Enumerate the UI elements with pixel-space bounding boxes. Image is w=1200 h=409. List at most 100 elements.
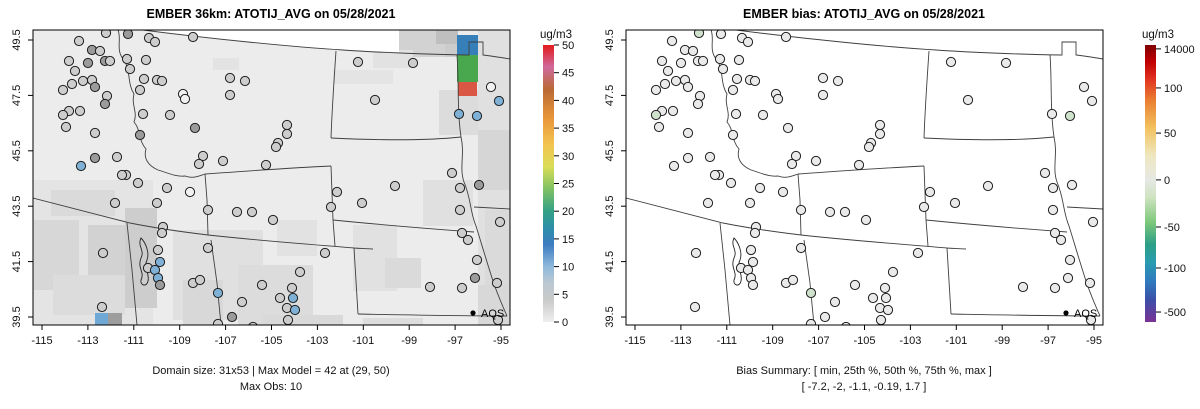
obs-marker xyxy=(289,304,301,316)
colorbar-unit-model: ug/m3 xyxy=(540,29,572,41)
x-tick-label: -101 xyxy=(352,335,374,347)
obs-marker xyxy=(212,287,224,299)
obs-marker xyxy=(161,182,173,194)
obs-marker xyxy=(692,98,704,110)
obs-marker xyxy=(659,78,671,90)
raster-cell xyxy=(333,70,393,84)
obs-marker xyxy=(666,35,678,47)
obs-marker xyxy=(149,36,161,48)
obs-marker xyxy=(1000,57,1012,69)
obs-marker xyxy=(197,150,209,162)
x-tick-label: -111 xyxy=(717,335,737,347)
obs-marker xyxy=(325,201,337,213)
obs-marker xyxy=(650,109,662,121)
obs-marker xyxy=(667,105,679,117)
obs-marker xyxy=(757,109,769,121)
state-border-line xyxy=(207,234,374,250)
obs-marker xyxy=(74,105,86,117)
obs-marker xyxy=(772,93,784,105)
caption-bias-line2: [ -7.2, -2, -1.1, -0.19, 1.7 ] xyxy=(802,381,927,393)
y-tick-label: 47.5 xyxy=(11,85,23,106)
obs-marker xyxy=(745,244,757,256)
obs-marker xyxy=(1064,254,1076,266)
obs-marker xyxy=(1046,108,1058,120)
raster-cell xyxy=(53,275,125,315)
obs-marker xyxy=(494,216,506,228)
obs-marker xyxy=(1039,167,1051,179)
raster-cell xyxy=(373,50,413,68)
obs-marker xyxy=(57,109,69,121)
obs-marker xyxy=(1066,179,1078,191)
obs-marker xyxy=(456,282,468,294)
panel-title-bias: EMBER bias: ATOTIJ_AVG on 05/28/2021 xyxy=(743,7,985,21)
obs-marker xyxy=(256,279,268,291)
obs-marker xyxy=(880,292,892,304)
colorbar-unit-bias: ug/m3 xyxy=(1142,29,1174,41)
state-border-line xyxy=(330,136,462,141)
obs-marker xyxy=(66,78,78,90)
obs-marker xyxy=(670,75,682,87)
obs-marker xyxy=(1086,95,1098,107)
obs-marker xyxy=(675,57,687,69)
obs-marker xyxy=(454,182,466,194)
obs-marker xyxy=(224,72,236,84)
state-border-line xyxy=(946,247,952,315)
obs-marker xyxy=(124,63,136,75)
obs-marker xyxy=(853,159,865,171)
obs-marker xyxy=(94,45,106,57)
obs-marker xyxy=(918,201,930,213)
obs-marker xyxy=(747,279,759,291)
obs-marker xyxy=(389,180,401,192)
colorbar-tick-label: 20 xyxy=(562,206,574,218)
obs-marker xyxy=(462,234,474,246)
colorbar-tick-label: 5 xyxy=(562,289,568,301)
raster-cell xyxy=(436,30,458,44)
obs-marker xyxy=(777,186,789,198)
colorbar-tick-label: 35 xyxy=(562,123,574,135)
state-border-line xyxy=(473,206,510,210)
obs-marker xyxy=(1078,81,1090,93)
obs-marker xyxy=(154,279,166,291)
obs-marker xyxy=(491,277,503,289)
obs-marker xyxy=(202,204,214,216)
aqs-legend-label-bias: AQS xyxy=(1074,308,1097,320)
obs-marker xyxy=(945,56,957,68)
obs-marker xyxy=(849,279,861,291)
obs-marker xyxy=(805,318,817,325)
obs-marker xyxy=(832,75,844,87)
obs-marker xyxy=(787,274,799,286)
obs-marker xyxy=(122,30,134,40)
obs-marker xyxy=(754,182,766,194)
obs-marker xyxy=(829,296,841,308)
obs-marker xyxy=(202,242,214,254)
raster-cell xyxy=(457,55,478,82)
raster-cell xyxy=(363,318,423,325)
obs-marker xyxy=(473,179,485,191)
obs-marker xyxy=(89,127,101,139)
colorbar-tick-label: 50 xyxy=(562,40,574,52)
state-border-line xyxy=(357,313,508,317)
obs-marker xyxy=(236,296,248,308)
obs-marker xyxy=(73,35,85,47)
obs-marker xyxy=(727,84,739,96)
obs-marker xyxy=(471,254,483,266)
caption-bias-line1: Bias Summary: [ min, 25th %, 50th %, 75t… xyxy=(736,365,992,377)
obs-marker xyxy=(824,206,836,218)
obs-marker xyxy=(134,84,146,96)
obs-marker xyxy=(369,94,381,106)
obs-marker xyxy=(874,119,886,131)
obs-marker xyxy=(454,204,466,216)
obs-marker xyxy=(82,57,94,69)
obs-marker xyxy=(1062,272,1074,284)
obs-marker xyxy=(424,281,436,293)
x-tick-label: -111 xyxy=(124,335,144,347)
state-border-line xyxy=(330,50,337,139)
colorbar-tick-label: 100 xyxy=(1164,83,1182,95)
obs-marker xyxy=(1049,282,1061,294)
x-tick-label: -101 xyxy=(945,335,967,347)
obs-marker xyxy=(817,72,829,84)
y-tick-label: 41.5 xyxy=(11,251,23,272)
obs-marker xyxy=(682,81,694,93)
y-tick-label: 43.5 xyxy=(11,195,23,216)
obs-marker xyxy=(709,169,721,181)
